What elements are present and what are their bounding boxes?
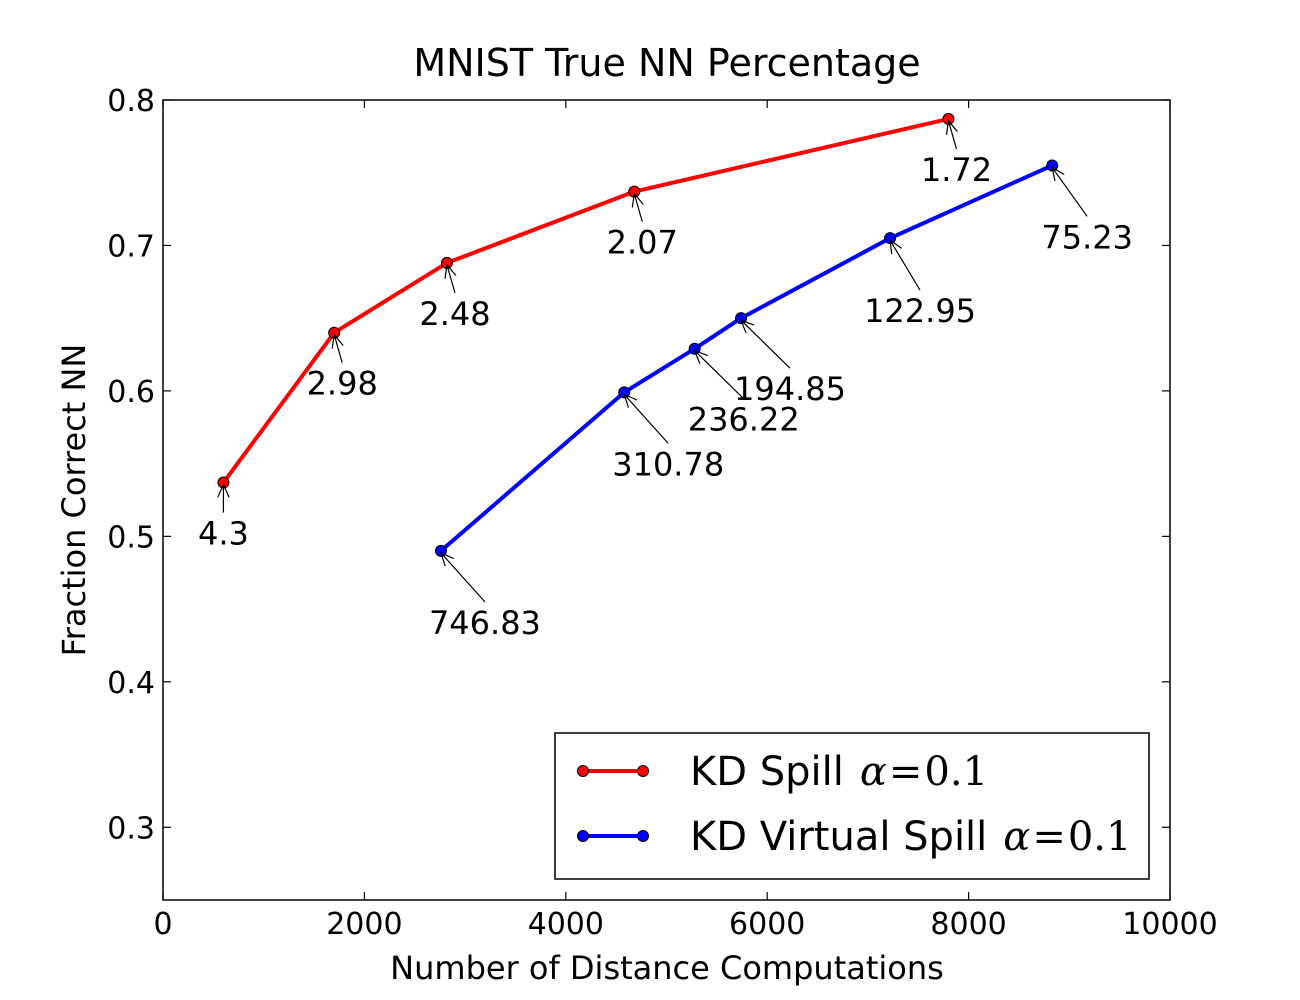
data-label: 310.78 (612, 445, 724, 483)
y-axis-title: Fraction Correct NN (55, 344, 93, 657)
x-tick-label: 4000 (528, 907, 604, 942)
x-axis: 0 2000 4000 6000 8000 10000 (153, 100, 1218, 942)
y-axis: 0.3 0.4 0.5 0.6 0.7 0.8 (107, 84, 1170, 846)
annotation-arrowhead (889, 238, 902, 255)
annotation-arrowhead (739, 319, 755, 334)
x-tick-label: 0 (153, 907, 172, 942)
data-label: 1.72 (921, 151, 992, 189)
data-label: 236.22 (688, 401, 800, 439)
annotation-arrow (740, 319, 791, 369)
data-label: 122.95 (864, 292, 976, 330)
legend-marker-kd-spill-end (637, 765, 649, 777)
annotation-arrowhead (1051, 166, 1065, 182)
y-tick-label: 0.7 (107, 229, 155, 264)
annotation-arrowhead (693, 349, 709, 364)
annotation-arrow (694, 350, 745, 400)
series-layer (217, 112, 1059, 557)
y-tick-label: 0.5 (107, 520, 155, 555)
x-tick-label: 8000 (930, 907, 1006, 942)
annotation-arrow (889, 239, 921, 291)
annotation-arrow (446, 264, 456, 294)
data-point-kd-virtual-spill (1046, 159, 1059, 172)
y-tick-label: 0.4 (107, 666, 155, 701)
series-line-kd-virtual-spill (439, 163, 1053, 553)
legend-entry-kd-spill: KD Spill α=0.1 (577, 749, 988, 795)
annotation-arrow (947, 120, 958, 150)
x-tick-label: 10000 (1122, 907, 1217, 942)
y-tick-label: 0.3 (107, 811, 155, 846)
annotation-arrowhead (439, 551, 454, 567)
annotation-arrowhead (331, 333, 344, 349)
annotation-layer: 4.3 2.98 2.48 2.07 1.72 746.83 310.78 236.22194… (198, 119, 1133, 642)
data-label: 2.07 (607, 224, 678, 262)
data-label: 194.85 (734, 370, 846, 408)
legend-entry-kd-virtual-spill: KD Virtual Spill α=0.1 (577, 814, 1131, 860)
x-axis-title: Number of Distance Computations (390, 949, 944, 987)
legend-marker-kd-spill-start (577, 765, 589, 777)
annotation-arrowhead (945, 119, 958, 135)
legend-marker-kd-virtual-spill-start (577, 830, 589, 842)
annotation-arrow (1051, 167, 1088, 217)
annotation-arrowhead (444, 263, 457, 279)
annotation-arrow (633, 193, 643, 222)
x-tick-label: 6000 (729, 907, 805, 942)
data-label: 4.3 (198, 515, 249, 553)
annotation-arrowhead (217, 483, 230, 498)
chart-title: MNIST True NN Percentage (413, 41, 920, 85)
data-label: 746.83 (429, 604, 541, 642)
data-label: 2.98 (307, 365, 378, 403)
y-tick-label: 0.6 (107, 375, 155, 410)
annotation-arrow (623, 393, 669, 444)
x-tick-label: 2000 (326, 907, 402, 942)
legend-label-kd-virtual-spill: KD Virtual Spill α=0.1 (690, 814, 1131, 860)
annotation-arrow (333, 334, 343, 363)
legend-label-kd-spill: KD Spill α=0.1 (690, 749, 988, 795)
data-label: 2.48 (419, 295, 490, 333)
data-label: 75.23 (1041, 218, 1133, 256)
annotation-arrow (440, 552, 486, 603)
y-tick-label: 0.8 (107, 84, 155, 119)
legend-marker-kd-virtual-spill-end (637, 830, 649, 842)
legend-box (554, 732, 1150, 880)
annotation-arrowhead (623, 393, 638, 408)
annotation-arrowhead (631, 192, 644, 208)
legend: KD Spill α=0.1 KD Virtual Spill α=0.1 (554, 732, 1150, 880)
